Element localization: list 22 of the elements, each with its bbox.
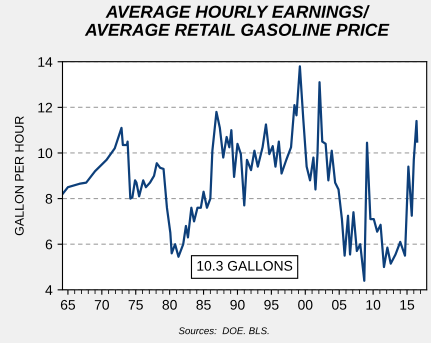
- x-tick-label: 80: [162, 300, 177, 310]
- y-tick-label: 10: [38, 148, 52, 158]
- annotation: 10.3 GALLONS: [197, 260, 292, 271]
- x-tick-label: 70: [94, 300, 110, 310]
- y-tick-label: 6: [46, 240, 52, 250]
- y-tick-label: 8: [46, 194, 52, 204]
- x-tick-label: 65: [60, 300, 76, 310]
- y-axis-title: GALLON PER HOUR: [14, 116, 24, 236]
- x-tick-label: 15: [400, 300, 414, 310]
- y-tick-label: 12: [38, 102, 52, 112]
- x-tick-label: 90: [230, 300, 245, 310]
- chart-title: AVERAGE HOURLY EARNINGS/ AVERAGE RETAIL GASOLINE PRICE: [84, 5, 390, 36]
- x-tick-label: 85: [196, 300, 211, 310]
- x-tick-label: 05: [332, 300, 346, 310]
- source-note: Sources: DOE. BLS.: [178, 327, 269, 334]
- y-tick-label: 14: [38, 57, 52, 67]
- x-tick-label: 00: [298, 300, 312, 310]
- x-tick-label: 75: [128, 300, 143, 310]
- x-tick-label: 10: [366, 300, 380, 310]
- y-tick-label: 4: [45, 285, 52, 295]
- x-tick-label: 95: [264, 300, 279, 310]
- line-series: [62, 65, 418, 282]
